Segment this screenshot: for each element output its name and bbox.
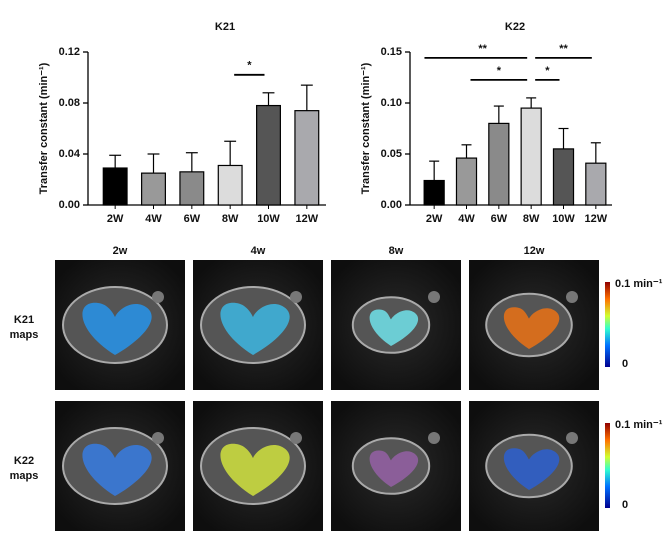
- column-label: 2w: [113, 245, 128, 257]
- bar: [217, 164, 243, 206]
- body-detail: [152, 291, 164, 303]
- chart-title: K22: [505, 21, 525, 33]
- body-detail: [566, 432, 578, 444]
- row-label: K21: [14, 314, 34, 326]
- row-label: maps: [10, 329, 39, 341]
- body-detail: [290, 291, 302, 303]
- y-tick-label: 0.12: [59, 46, 80, 58]
- heart-map: [503, 448, 560, 490]
- significance-label: **: [559, 43, 568, 55]
- x-tick-label: 8W: [523, 213, 540, 225]
- significance-label: *: [545, 65, 550, 77]
- column-label: 8w: [389, 245, 404, 257]
- y-axis-label: Transfer constant (min⁻¹): [38, 62, 50, 194]
- bar: [256, 104, 281, 206]
- colorbar-min-label: 0: [622, 499, 628, 511]
- y-tick-label: 0.00: [381, 199, 402, 211]
- body-detail: [290, 432, 302, 444]
- bar: [552, 148, 575, 206]
- significance-label: *: [247, 60, 252, 72]
- heart-map: [220, 443, 290, 496]
- column-label: 12w: [524, 245, 545, 257]
- body-detail: [566, 291, 578, 303]
- y-tick-label: 0.15: [381, 46, 402, 58]
- map-panels: 2w 4w 8w 12w K21 maps 0.1 min⁻¹ 0 K22 maps 0.1 min…: [10, 245, 663, 531]
- bar: [102, 167, 128, 206]
- body-detail: [428, 291, 440, 303]
- heart-map: [369, 309, 419, 346]
- y-axis-label: Transfer constant (min⁻¹): [360, 62, 372, 194]
- bar: [488, 122, 510, 206]
- x-tick-label: 8W: [222, 213, 239, 225]
- heart-map: [82, 302, 152, 355]
- body-detail: [152, 432, 164, 444]
- bar: [585, 162, 607, 206]
- x-tick-label: 10W: [257, 213, 280, 225]
- bar: [141, 172, 166, 206]
- x-tick-label: 2W: [107, 213, 124, 225]
- bar: [179, 171, 205, 206]
- body-detail: [428, 432, 440, 444]
- heart-map: [220, 302, 290, 355]
- x-tick-label: 6W: [491, 213, 508, 225]
- colorbar: [605, 282, 610, 367]
- row-label: K22: [14, 455, 34, 467]
- x-tick-label: 2W: [426, 213, 443, 225]
- bar: [294, 110, 320, 206]
- x-tick-label: 12W: [585, 213, 608, 225]
- column-label: 4w: [251, 245, 266, 257]
- x-tick-label: 12W: [296, 213, 319, 225]
- colorbar-max-label: 0.1 min⁻¹: [615, 278, 663, 290]
- colorbar-max-label: 0.1 min⁻¹: [615, 419, 663, 431]
- bar: [423, 179, 445, 206]
- y-tick-label: 0.10: [381, 97, 402, 109]
- colorbar-min-label: 0: [622, 358, 628, 370]
- bar: [520, 107, 542, 206]
- significance-label: *: [497, 65, 502, 77]
- heart-map: [82, 443, 152, 496]
- x-tick-label: 10W: [552, 213, 575, 225]
- chart-title: K21: [215, 21, 235, 33]
- colorbar: [605, 423, 610, 508]
- y-tick-label: 0.04: [59, 148, 81, 160]
- significance-label: **: [478, 43, 487, 55]
- bar: [455, 157, 478, 206]
- y-tick-label: 0.08: [59, 97, 80, 109]
- row-label: maps: [10, 470, 39, 482]
- x-tick-label: 4W: [458, 213, 475, 225]
- y-tick-label: 0.05: [381, 148, 402, 160]
- heart-map: [369, 450, 419, 487]
- y-tick-label: 0.00: [59, 199, 80, 211]
- heart-map: [503, 307, 560, 349]
- x-tick-label: 4W: [145, 213, 162, 225]
- x-tick-label: 6W: [184, 213, 201, 225]
